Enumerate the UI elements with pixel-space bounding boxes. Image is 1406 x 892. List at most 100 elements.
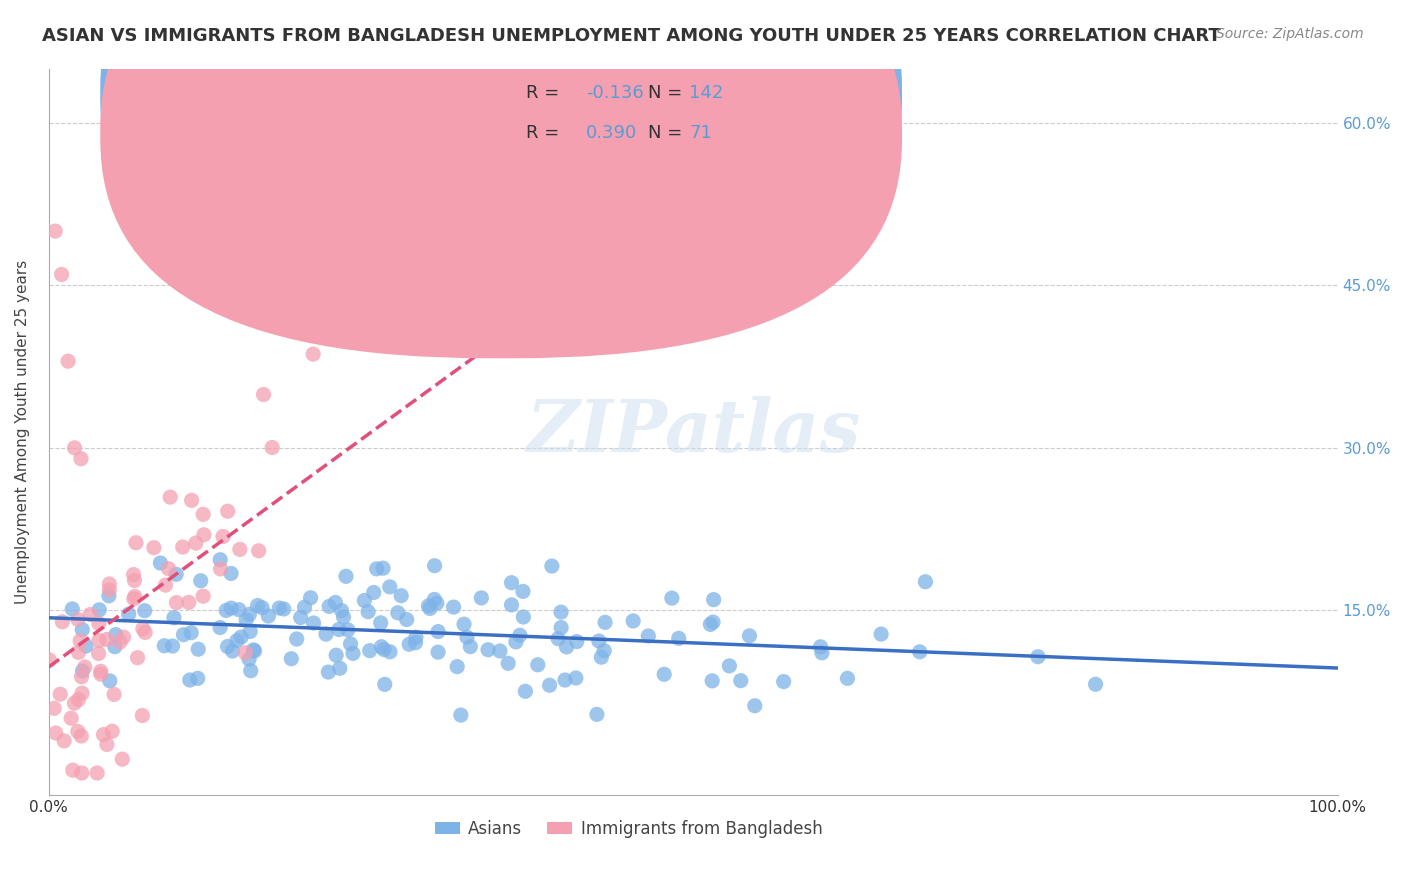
Asians [837, 671, 859, 685]
Asians [134, 604, 156, 618]
Asians [60, 602, 83, 616]
Asians [165, 567, 187, 582]
Immigrants from Bangladesh [60, 711, 83, 725]
Asians [357, 605, 380, 619]
Immigrants from Bangladesh [96, 632, 118, 647]
Immigrants from Bangladesh [53, 734, 76, 748]
Immigrants from Bangladesh [93, 728, 115, 742]
Asians [652, 667, 675, 681]
Asians [593, 615, 616, 630]
Immigrants from Bangladesh [66, 724, 89, 739]
Immigrants from Bangladesh [70, 766, 93, 780]
Asians [423, 592, 446, 607]
Asians [209, 553, 232, 567]
Asians [718, 659, 741, 673]
Asians [98, 673, 121, 688]
Text: R =: R = [526, 84, 565, 103]
Asians [908, 645, 931, 659]
Asians [290, 610, 312, 624]
Asians [370, 640, 392, 654]
Asians [163, 610, 186, 624]
Asians [621, 614, 644, 628]
Asians [239, 664, 262, 678]
Asians [423, 558, 446, 573]
Asians [153, 639, 176, 653]
Asians [370, 615, 392, 630]
Asians [235, 613, 257, 627]
Text: R =: R = [526, 124, 565, 142]
Asians [336, 623, 359, 637]
Asians [489, 644, 512, 658]
Asians [501, 598, 523, 612]
Asians [190, 574, 212, 588]
Immigrants from Bangladesh [38, 653, 60, 667]
Asians [215, 603, 238, 617]
Asians [395, 613, 418, 627]
Immigrants from Bangladesh [233, 646, 256, 660]
Asians [550, 621, 572, 635]
Asians [515, 684, 537, 698]
Asians [329, 661, 352, 675]
Asians [703, 592, 725, 607]
Immigrants from Bangladesh [125, 535, 148, 549]
Asians [366, 562, 388, 576]
Text: -0.136: -0.136 [586, 84, 644, 103]
Immigrants from Bangladesh [73, 660, 96, 674]
Asians [330, 604, 353, 618]
Asians [162, 639, 184, 653]
Immigrants from Bangladesh [87, 616, 110, 631]
Asians [238, 607, 260, 622]
Asians [730, 673, 752, 688]
Asians [501, 575, 523, 590]
Asians [456, 630, 478, 644]
Immigrants from Bangladesh [69, 633, 91, 648]
Immigrants from Bangladesh [252, 387, 274, 401]
Asians [221, 644, 243, 658]
Asians [225, 633, 247, 648]
Immigrants from Bangladesh [177, 595, 200, 609]
Asians [219, 566, 242, 581]
Asians [699, 617, 721, 632]
Asians [187, 671, 209, 685]
Immigrants from Bangladesh [172, 540, 194, 554]
Immigrants from Bangladesh [87, 633, 110, 648]
Asians [637, 629, 659, 643]
FancyBboxPatch shape [461, 62, 796, 156]
Asians [565, 634, 588, 648]
Asians [75, 639, 97, 653]
Immigrants from Bangladesh [142, 541, 165, 555]
Immigrants from Bangladesh [45, 726, 67, 740]
Immigrants from Bangladesh [112, 630, 135, 644]
Asians [374, 677, 396, 691]
Immigrants from Bangladesh [229, 542, 252, 557]
Immigrants from Bangladesh [66, 612, 89, 626]
Asians [179, 673, 201, 687]
Immigrants from Bangladesh [70, 686, 93, 700]
Asians [228, 603, 250, 617]
Asians [373, 642, 395, 657]
Immigrants from Bangladesh [262, 441, 284, 455]
Asians [342, 646, 364, 660]
Immigrants from Bangladesh [247, 544, 270, 558]
Asians [738, 629, 761, 643]
Asians [285, 632, 308, 646]
Asians [512, 610, 534, 624]
Asians [273, 602, 295, 616]
Immigrants from Bangladesh [217, 504, 239, 518]
Immigrants from Bangladesh [63, 696, 86, 710]
Asians [318, 599, 340, 614]
Asians [427, 645, 450, 659]
Asians [418, 599, 440, 613]
Immigrants from Bangladesh [70, 451, 93, 466]
Asians [378, 580, 401, 594]
Asians [250, 600, 273, 615]
Immigrants from Bangladesh [122, 567, 145, 582]
Asians [555, 640, 578, 654]
Asians [325, 595, 347, 609]
Immigrants from Bangladesh [124, 574, 146, 588]
Immigrants from Bangladesh [180, 493, 202, 508]
Immigrants from Bangladesh [155, 578, 177, 592]
Asians [269, 601, 291, 615]
Asians [359, 643, 381, 657]
Asians [586, 707, 609, 722]
